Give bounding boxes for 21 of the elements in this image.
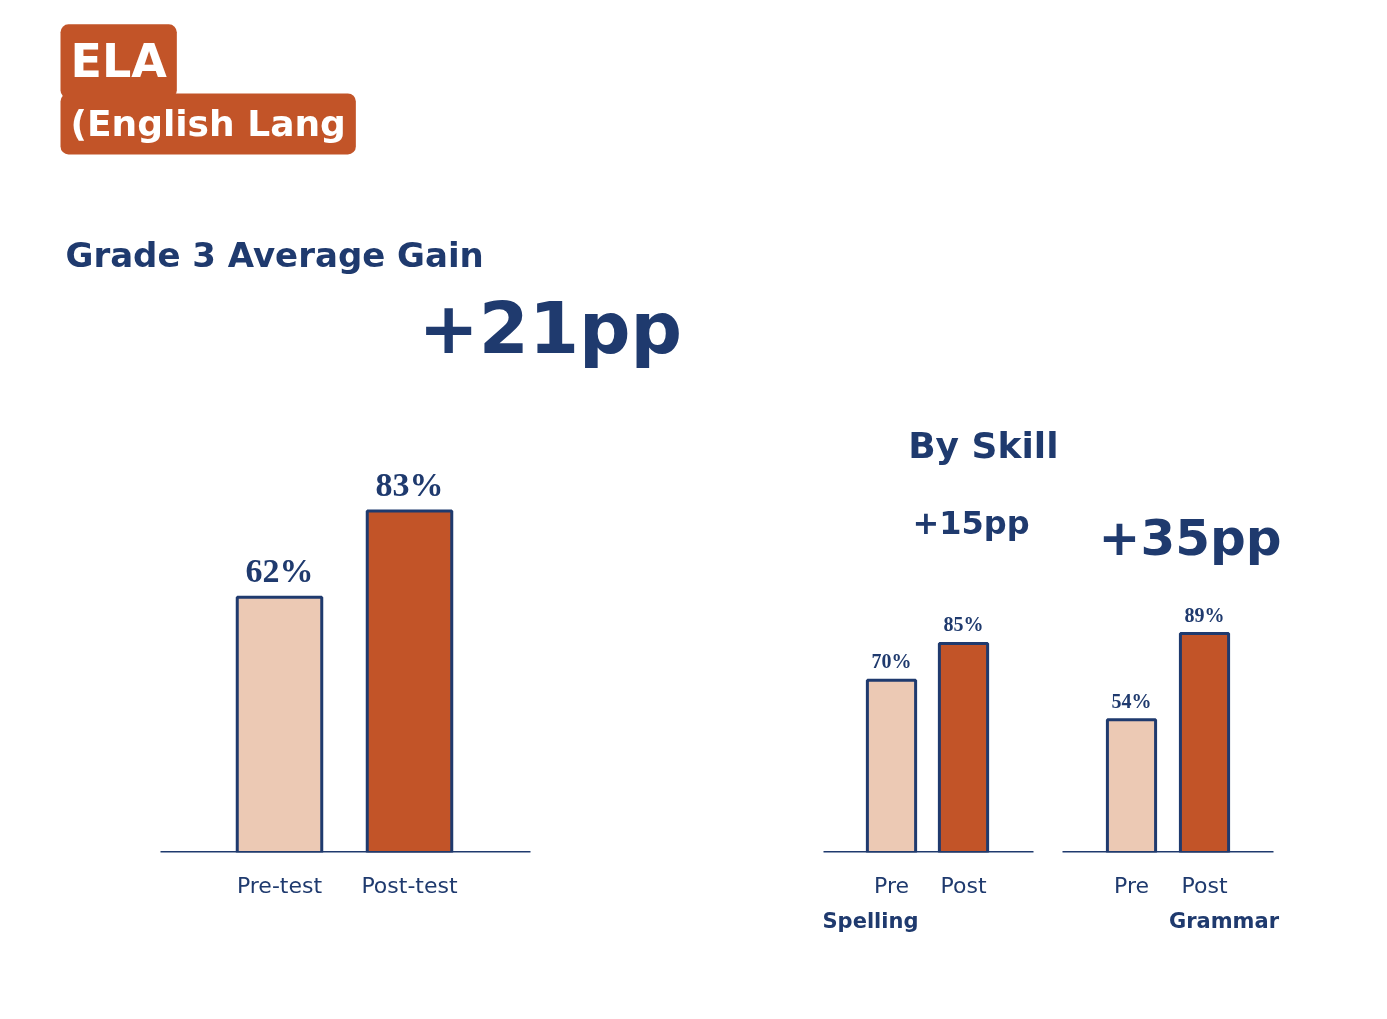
chart-title: ELA	[70, 34, 168, 89]
data-label: 62%	[245, 552, 314, 590]
data-label: 70%	[871, 650, 912, 673]
data-label: 83%	[375, 465, 444, 503]
data-label: 89%	[1184, 603, 1225, 626]
text: +21pp	[418, 285, 683, 370]
x-axis-title: Spelling	[822, 908, 919, 933]
x-tick-label: Post	[940, 872, 987, 898]
x-tick-label: Post	[1181, 872, 1228, 898]
x-tick-label: Pre	[1114, 872, 1149, 898]
text: By Skill	[908, 425, 1059, 466]
x-tick-label: Pre-test	[236, 872, 323, 898]
data-label: 54%	[1111, 689, 1152, 712]
x-axis-title: Grammar	[1168, 908, 1280, 933]
text: +35pp	[1098, 508, 1282, 567]
chart-subtitle: (English Lang	[70, 103, 346, 145]
data-label: 85%	[943, 613, 984, 636]
x-tick-label: Pre	[874, 872, 909, 898]
text: Grade 3 Average Gain	[65, 234, 484, 275]
x-tick-label: Post-test	[361, 872, 458, 898]
text: +15pp	[912, 503, 1030, 542]
